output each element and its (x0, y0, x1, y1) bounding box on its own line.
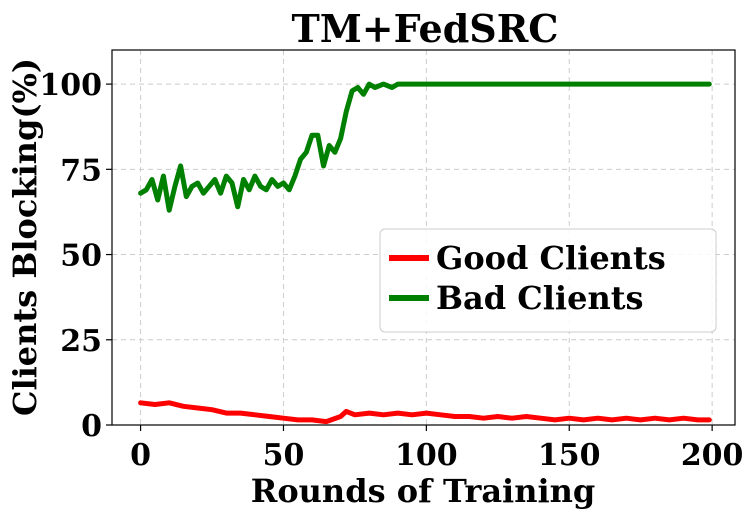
y-tick-label: 75 (60, 153, 102, 188)
x-tick-label: 100 (395, 438, 458, 473)
legend: Good Clients Bad Clients (379, 228, 717, 333)
legend-label-good-clients: Good Clients (436, 239, 666, 277)
series-layer (138, 81, 712, 425)
y-tick-label: 0 (81, 409, 102, 444)
x-tick-label: 150 (538, 438, 601, 473)
legend-label-bad-clients: Bad Clients (436, 279, 644, 317)
x-tick-label: 0 (130, 438, 151, 473)
y-axis: 0 25 50 75 100 (39, 68, 112, 444)
legend-box (379, 228, 717, 333)
plot-area-frame (111, 49, 736, 426)
x-tick-label: 200 (681, 438, 744, 473)
x-axis-label: Rounds of Training (251, 472, 596, 510)
x-axis: 0 50 100 150 200 (130, 425, 743, 473)
series-line-good-clients (138, 400, 712, 425)
x-tick-label: 50 (263, 438, 305, 473)
y-axis-label: Clients Blocking(%) (6, 58, 44, 416)
y-tick-label: 25 (60, 324, 102, 359)
y-tick-label: 50 (60, 239, 102, 274)
series-line-bad-clients (138, 81, 712, 213)
chart-title: TM+FedSRC (291, 6, 558, 51)
y-tick-label: 100 (39, 68, 102, 103)
